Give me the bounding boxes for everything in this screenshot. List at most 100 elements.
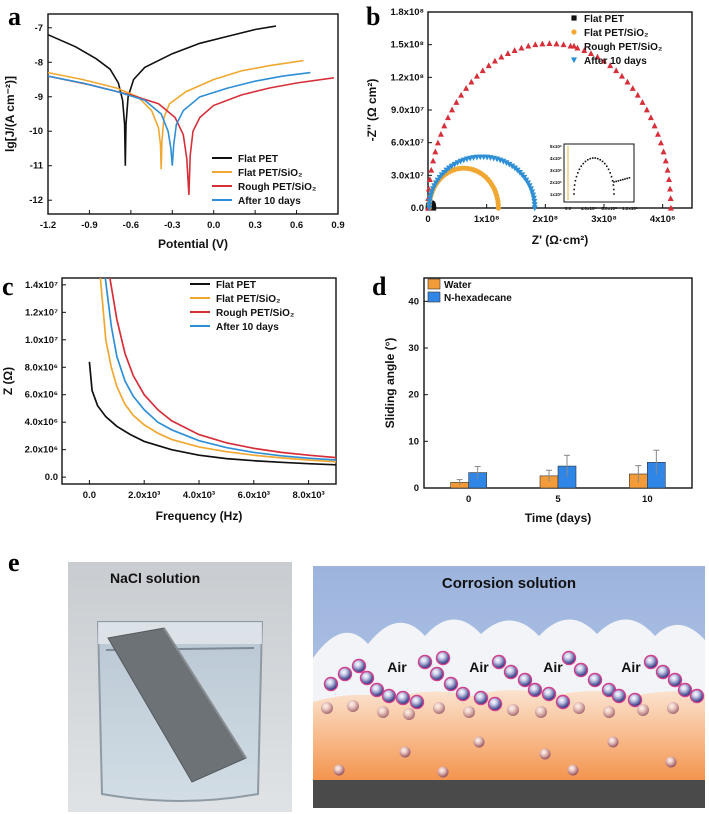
nanoparticle [463,706,475,718]
x-tick-label: -0.9 [81,220,97,231]
inset-point [619,179,622,181]
panel-label-c: c [2,272,14,301]
plot-frame [47,13,339,215]
data-point-2 [657,139,664,146]
data-point-2 [473,72,480,79]
x-tick-label: -1.2 [40,220,56,231]
legend-entry-2: Rough PET/SiO₂ [584,42,662,53]
nanoparticle [655,664,671,680]
inset-y-tick: 4x10⁵ [550,156,562,161]
inset-point [615,180,617,183]
data-point-3 [457,158,464,165]
nanoparticle [611,688,627,704]
legend-marker-0 [571,15,577,21]
nanoparticle [377,706,389,718]
data-point-2 [498,53,505,60]
data-point-2 [449,106,456,113]
legend-swatch-1 [427,291,441,303]
x-tick-label: 8.0x10³ [292,490,324,501]
data-point-2 [479,67,486,74]
y-tick-label: 4.0x10⁶ [25,417,58,428]
x-axis-label: Time (days) [525,511,591,525]
nanoparticle [507,704,519,716]
y-tick-label: -11 [30,161,44,172]
x-tick-label: 0 [425,214,430,225]
y-tick-label: 40 [408,296,419,307]
inset-point [573,184,576,186]
legend-entry-1: N-hexadecane [444,293,512,304]
data-point-2 [613,67,620,74]
legend-entry-1: Flat PET/SiO₂ [584,28,648,39]
air-label-4: Air [621,659,641,675]
data-point-2 [458,91,465,98]
nyquist-chart: 0 1x10⁸ 2x10⁸ 3x10⁸ 4x10⁸ 0.0 3.0x10⁷ 6.0x10⁷ 9.… [365,7,693,247]
nanoparticle [395,690,411,706]
inset-point [612,184,615,186]
data-point-1 [495,205,501,211]
legend-entry-0: Flat PET [238,154,278,165]
nanoparticle [347,700,359,712]
y-tick-label: 1.2x10⁸ [390,72,424,83]
inset-point [613,193,615,195]
nanoparticle [443,676,459,692]
y-tick-label: 0.0 [45,472,58,483]
data-point-3 [426,205,433,212]
y-tick-label: 10 [408,436,419,447]
nanoparticle [351,658,367,674]
data-point-2 [437,130,444,137]
panel-label-e: e [8,548,20,577]
inset-x-tick: 8.0x10⁵ [601,206,617,211]
nanoparticle [555,694,571,710]
data-point-2 [651,122,658,129]
data-point-2 [634,91,641,98]
nanoparticle [517,672,533,688]
y-tick-label: 20 [408,390,419,401]
data-point-3 [531,202,538,208]
x-tick-label: 3x10⁸ [591,214,617,225]
data-point-3 [506,161,513,168]
air-label-1: Air [387,659,407,675]
inset-point [573,188,575,191]
y-tick-label: 0.0 [411,203,424,214]
y-tick-label: 6.0x10⁷ [391,138,424,149]
data-point-3 [448,163,455,170]
y-tick-label: 1.8x10⁸ [390,7,424,18]
polarization-chart: -1.2 -0.9 -0.6 -0.3 0.0 0.3 0.6 0.9 -7 -8 -9 -10 -11… [3,13,345,251]
nanoparticle [561,650,577,666]
data-point-2 [639,99,646,105]
nanoparticle [473,736,485,748]
y-tick-label: 9.0x10⁷ [391,105,424,116]
data-point-2 [664,166,671,173]
inset-y-tick: 3x10⁵ [550,168,562,173]
legend-marker-2 [571,42,577,49]
data-point-2 [426,176,433,183]
y-tick-label: 1.0x10⁷ [25,335,58,346]
inset-point [582,162,585,165]
legend-entry-2: Rough PET/SiO₂ [216,308,294,319]
x-tick-label: 0.0 [207,220,220,231]
inset-point [580,165,583,168]
inset-point [607,168,610,171]
nanoparticle [573,702,585,714]
inset-point [591,157,594,159]
inset-point [613,188,615,191]
inset-point [575,175,578,178]
inset-point [578,168,581,171]
data-point-2 [654,130,661,137]
nanoparticle [667,702,679,714]
inset-point [603,162,606,165]
data-point-3 [503,160,510,167]
x-tick-label: 10 [642,494,653,505]
legend-entry-3: After 10 days [238,196,301,207]
inset-y-tick: 1x10⁵ [550,192,562,197]
nanoparticle [473,690,489,706]
data-point-2 [629,85,636,91]
data-point-2 [444,114,451,121]
legend-swatch-0 [427,278,441,290]
x-tick-label: 0.0 [83,490,96,501]
legend-entry-0: Flat PET [584,14,624,25]
data-point-3 [526,183,533,190]
plot-frame [423,277,693,489]
x-tick-label: 0.6 [290,220,303,231]
legend-marker-3 [571,57,577,64]
